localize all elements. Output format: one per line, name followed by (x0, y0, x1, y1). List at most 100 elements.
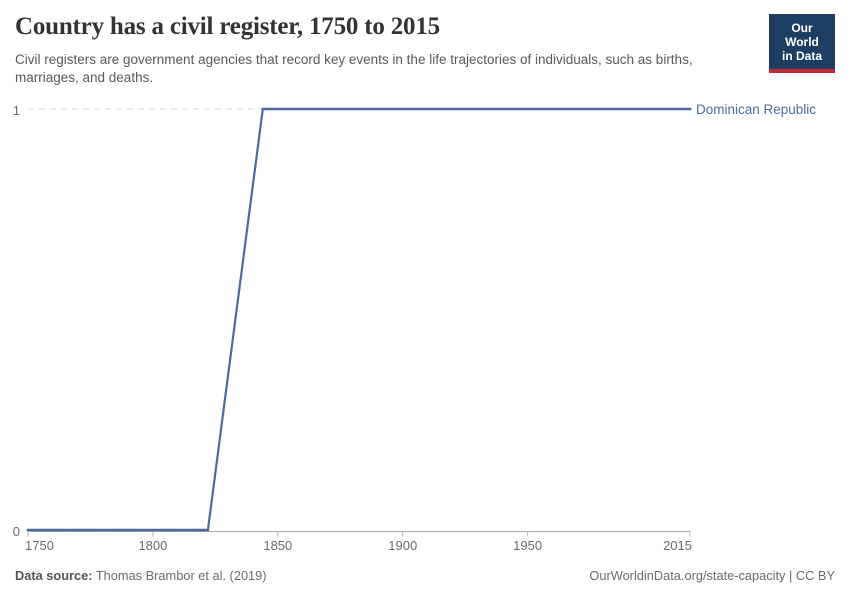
data-point (426, 107, 430, 111)
data-point (676, 107, 679, 111)
data-point (511, 107, 514, 111)
data-point (463, 107, 467, 111)
data-point (278, 107, 282, 111)
data-point (41, 528, 45, 532)
data-point (543, 107, 547, 111)
data-point (96, 528, 100, 532)
y-tick-label-1: 1 (13, 103, 20, 118)
data-point (481, 107, 485, 111)
data-point (413, 107, 417, 111)
data-point (653, 107, 657, 111)
data-point (336, 107, 340, 111)
data-point (571, 107, 574, 111)
data-point (301, 107, 305, 111)
data-point (66, 528, 70, 532)
chart-header: Country has a civil register, 1750 to 20… (15, 13, 740, 88)
data-point (81, 528, 85, 532)
data-point (341, 107, 345, 111)
data-point (551, 107, 554, 111)
data-point (428, 107, 432, 111)
data-point (74, 528, 77, 532)
data-point (441, 107, 445, 111)
data-point (473, 107, 477, 111)
data-point (501, 107, 504, 111)
data-point (448, 107, 452, 111)
data-point (313, 107, 317, 111)
x-tick-label-2015: 2015 (663, 538, 692, 553)
data-point (71, 528, 75, 532)
data-point (308, 107, 312, 111)
data-point (306, 107, 310, 111)
data-point (443, 107, 447, 111)
data-point (561, 107, 564, 111)
data-point (411, 107, 415, 111)
data-point (154, 528, 157, 532)
data-point (471, 107, 475, 111)
data-point (104, 528, 107, 532)
data-point (478, 107, 482, 111)
data-point (94, 528, 97, 532)
owid-logo[interactable]: Our World in Data (769, 14, 835, 73)
data-point (613, 107, 617, 111)
data-point (101, 528, 105, 532)
data-point (518, 107, 522, 111)
data-point (31, 528, 35, 532)
data-point (358, 107, 362, 111)
data-source-value: Thomas Brambor et al. (2019) (92, 568, 267, 583)
data-point (166, 528, 170, 532)
data-point (638, 107, 642, 111)
data-point (468, 107, 472, 111)
data-point (303, 107, 307, 111)
data-point (206, 528, 210, 532)
data-point (433, 107, 437, 111)
data-point (261, 107, 265, 111)
data-point (131, 528, 135, 532)
data-point (408, 107, 412, 111)
data-point (119, 528, 122, 532)
data-point (523, 107, 527, 111)
data-point (271, 107, 275, 111)
series-label[interactable]: Dominican Republic (696, 102, 816, 117)
data-point (366, 107, 370, 111)
data-point (49, 528, 52, 532)
chart-footer: Data source: Thomas Brambor et al. (2019… (15, 568, 835, 583)
data-point (189, 528, 192, 532)
data-point (186, 528, 190, 532)
data-point (498, 107, 502, 111)
attribution-link[interactable]: OurWorldinData.org/state-capacity | CC B… (589, 568, 835, 583)
owid-logo-line2: in Data (781, 49, 822, 63)
data-point (333, 107, 337, 111)
data-point (593, 107, 597, 111)
data-point (111, 528, 115, 532)
data-point (383, 107, 387, 111)
data-point (418, 107, 422, 111)
data-point (184, 528, 187, 532)
data-point (631, 107, 634, 111)
data-point (36, 528, 40, 532)
data-point (348, 107, 352, 111)
series-line[interactable] (28, 107, 690, 532)
data-point (453, 107, 457, 111)
data-point (556, 107, 559, 111)
data-point (34, 528, 37, 532)
data-point (323, 107, 327, 111)
data-point (346, 107, 350, 111)
data-point (538, 107, 542, 111)
data-point (164, 528, 167, 532)
data-point (566, 107, 569, 111)
data-point (129, 528, 132, 532)
data-point (581, 107, 584, 111)
data-point (286, 107, 290, 111)
data-point (578, 107, 582, 111)
chart-title: Country has a civil register, 1750 to 20… (15, 13, 440, 40)
data-point (628, 107, 632, 111)
data-point (641, 107, 644, 111)
data-point (263, 107, 267, 111)
x-tick-label-1800: 1800 (138, 538, 167, 553)
data-point (388, 107, 392, 111)
data-point (298, 107, 302, 111)
data-point (558, 107, 562, 111)
data-point (61, 528, 65, 532)
